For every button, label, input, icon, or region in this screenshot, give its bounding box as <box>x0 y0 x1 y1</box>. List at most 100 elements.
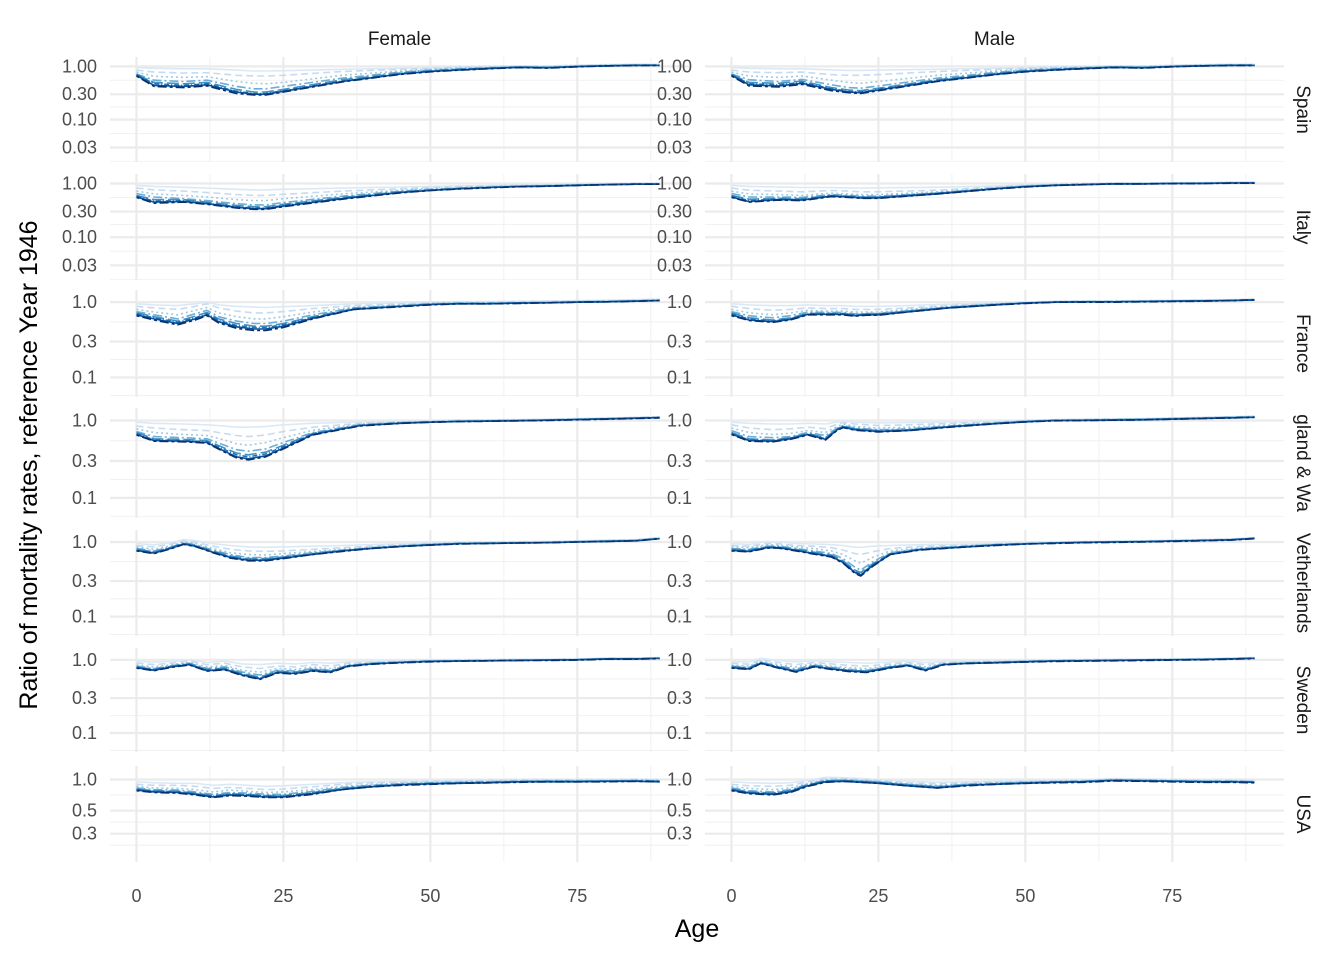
strip-label-england-wales: gland & Wa <box>1292 414 1313 512</box>
x-tick-label: 0 <box>726 886 736 906</box>
y-tick-label: 1.0 <box>72 292 97 312</box>
y-tick-label: 0.5 <box>667 801 692 821</box>
y-tick-label: 0.3 <box>72 571 97 591</box>
y-tick-label: 0.3 <box>667 824 692 844</box>
y-tick-label: 0.03 <box>657 137 692 157</box>
series-layer <box>136 63 1255 799</box>
y-tick-label: 1.00 <box>657 56 692 76</box>
series-line-spain-female-3 <box>136 64 660 85</box>
strip-label-male: Male <box>974 29 1015 50</box>
y-tick-label: 0.1 <box>72 488 97 508</box>
y-tick-label: 1.0 <box>667 532 692 552</box>
y-tick-label: 0.1 <box>72 607 97 627</box>
x-tick-label: 75 <box>567 886 587 906</box>
y-tick-label: 0.1 <box>667 723 692 743</box>
y-tick-label: 1.00 <box>657 173 692 193</box>
y-tick-label: 0.03 <box>62 137 97 157</box>
x-tick-label: 25 <box>273 886 293 906</box>
y-tick-label: 1.0 <box>667 650 692 670</box>
y-tick-label: 1.0 <box>667 770 692 790</box>
series-line-sweden-female-3 <box>136 657 660 673</box>
y-tick-label: 0.3 <box>72 332 97 352</box>
series-line-france-male-2 <box>731 298 1255 312</box>
series-line-usa-female-8 <box>136 780 660 799</box>
series-line-spain-male-6 <box>731 64 1255 93</box>
series-line-france-male-8 <box>731 299 1255 324</box>
series-line-italy-male-8 <box>731 182 1255 203</box>
series-line-spain-female-8 <box>136 64 660 96</box>
y-tick-label: 1.0 <box>667 292 692 312</box>
x-tick-label: 25 <box>868 886 888 906</box>
series-line-usa-male-5 <box>731 779 1255 794</box>
series-line-sweden-male-8 <box>731 657 1255 674</box>
x-tick-label: 50 <box>1015 886 1035 906</box>
y-tick-label: 0.03 <box>657 255 692 275</box>
strip-label-sweden: Sweden <box>1292 666 1313 735</box>
y-tick-label: 0.3 <box>72 824 97 844</box>
series-line-england-wales-female-8 <box>136 417 660 461</box>
y-tick-label: 0.3 <box>667 332 692 352</box>
series-line-france-female-2 <box>136 298 660 314</box>
y-tick-label: 0.1 <box>72 723 97 743</box>
series-line-italy-female-8 <box>136 183 660 211</box>
y-axis-title: Ratio of mortality rates, reference Year… <box>15 220 43 709</box>
y-tick-label: 0.1 <box>667 488 692 508</box>
series-line-spain-female-5 <box>136 64 660 93</box>
y-tick-label: 0.10 <box>62 227 97 247</box>
x-tick-label: 0 <box>131 886 141 906</box>
series-line-england-wales-male-8 <box>731 416 1255 443</box>
series-line-sweden-male-3 <box>731 657 1255 670</box>
series-line-usa-male-1 <box>731 776 1255 785</box>
y-tick-label: 0.30 <box>62 84 97 104</box>
y-tick-label: 0.1 <box>72 367 97 387</box>
y-tick-label: 0.30 <box>657 84 692 104</box>
y-tick-label: 1.0 <box>72 532 97 552</box>
series-line-sweden-female-8 <box>136 657 660 681</box>
y-tick-label: 0.10 <box>657 110 692 130</box>
text-layer: Age Ratio of mortality rates, reference … <box>15 29 1313 943</box>
strip-label-usa: USA <box>1292 794 1313 833</box>
series-line-france-female-1 <box>136 298 660 309</box>
series-line-netherlands-female-3 <box>136 537 660 556</box>
y-tick-label: 0.03 <box>62 255 97 275</box>
y-tick-label: 0.30 <box>657 202 692 222</box>
y-tick-label: 0.10 <box>657 227 692 247</box>
series-line-usa-female-1 <box>136 778 660 788</box>
y-tick-label: 0.5 <box>72 801 97 821</box>
y-tick-label: 0.3 <box>72 451 97 471</box>
series-line-spain-male-8 <box>731 64 1255 95</box>
series-line-italy-male-4 <box>731 182 1255 199</box>
series-line-spain-male-3 <box>731 64 1255 85</box>
y-tick-label: 1.0 <box>72 770 97 790</box>
series-line-usa-male-8 <box>731 780 1255 796</box>
y-tick-label: 1.0 <box>72 650 97 670</box>
series-line-spain-female-6 <box>136 64 660 95</box>
series-line-netherlands-male-8 <box>731 537 1255 577</box>
series-line-usa-male-2 <box>731 777 1255 788</box>
y-tick-label: 0.3 <box>667 451 692 471</box>
y-tick-label: 0.3 <box>667 688 692 708</box>
y-tick-label: 1.00 <box>62 56 97 76</box>
gridlines-layer <box>110 57 1284 862</box>
x-axis-title: Age <box>675 915 719 943</box>
y-tick-label: 0.3 <box>667 571 692 591</box>
series-line-france-female-3 <box>136 299 660 320</box>
x-tick-label: 75 <box>1162 886 1182 906</box>
y-tick-label: 1.0 <box>667 410 692 430</box>
strip-label-italy: Italy <box>1292 210 1313 245</box>
y-tick-label: 0.30 <box>62 202 97 222</box>
series-line-france-female-8 <box>136 299 660 332</box>
y-tick-label: 0.3 <box>72 688 97 708</box>
series-line-usa-male-7 <box>731 779 1255 796</box>
y-tick-label: 1.00 <box>62 173 97 193</box>
strip-label-spain: Spain <box>1292 85 1313 134</box>
series-line-usa-male-6 <box>731 779 1255 795</box>
y-tick-label: 0.1 <box>667 367 692 387</box>
series-line-netherlands-female-8 <box>136 537 660 562</box>
x-tick-label: 50 <box>420 886 440 906</box>
strip-label-netherlands: Vetherlands <box>1292 533 1313 633</box>
y-tick-label: 0.1 <box>667 607 692 627</box>
series-line-england-wales-male-2 <box>731 415 1255 431</box>
series-line-spain-male-5 <box>731 64 1255 92</box>
